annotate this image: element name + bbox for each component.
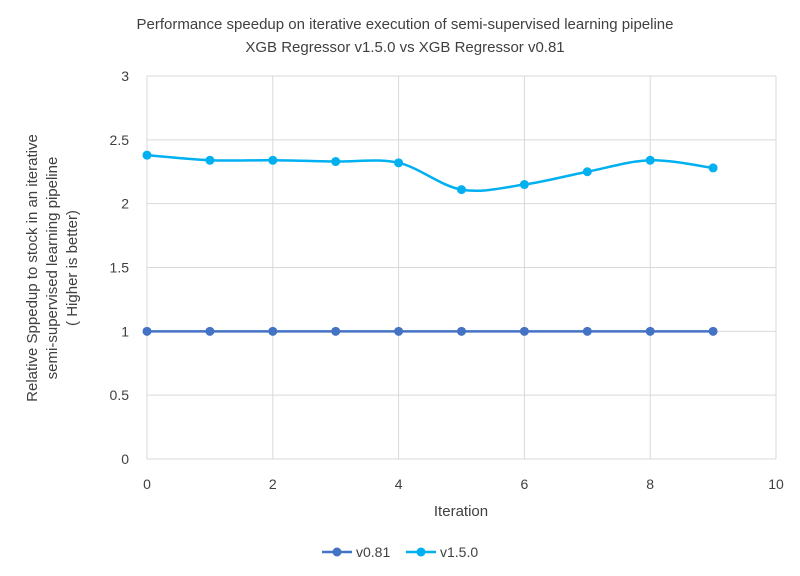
x-tick-label: 0 [143, 476, 151, 492]
legend-v081-label: v0.81 [356, 544, 390, 560]
y-tick-label: 0 [121, 451, 129, 467]
x-tick-label: 2 [269, 476, 277, 492]
series-point-v0.81 [645, 326, 655, 336]
y-tick-label: 2 [121, 196, 129, 212]
series-point-v1.5.0 [582, 167, 592, 177]
series-point-v0.81 [582, 326, 592, 336]
series-line-v1.5.0 [146, 153, 714, 193]
y-axis-label: Relative Sppedup to stock in an iterativ… [24, 134, 81, 402]
legend-v081-marker [332, 547, 342, 557]
legend-v150-label: v1.5.0 [440, 544, 478, 560]
chart-subtitle: XGB Regressor v1.5.0 vs XGB Regressor v0… [245, 39, 564, 56]
series-point-v1.5.0 [205, 155, 215, 165]
legend-v150-marker [416, 547, 426, 557]
legend: v0.81 v1.5.0 [322, 544, 478, 560]
series-point-v0.81 [394, 326, 404, 336]
tick-labels: 0 0.5 1 1.5 2 2.5 3 0 2 4 6 8 10 [110, 68, 784, 492]
series-point-v1.5.0 [519, 180, 529, 190]
y-tick-label: 1 [121, 323, 129, 339]
series-point-v0.81 [268, 326, 278, 336]
x-axis-label: Iteration [434, 503, 488, 520]
series-point-v1.5.0 [457, 185, 466, 195]
grid [146, 75, 777, 460]
y-axis-label-line-1: Relative Sppedup to stock in an iterativ… [24, 134, 41, 402]
series-point-v1.5.0 [645, 155, 655, 165]
series [142, 150, 718, 336]
series-point-v1.5.0 [331, 157, 341, 167]
y-axis-label-line-2: semi-supervised learning pipeline [44, 157, 61, 380]
series-point-v0.81 [205, 326, 215, 336]
x-tick-label: 10 [768, 476, 784, 492]
y-tick-label: 3 [121, 68, 129, 84]
y-tick-label: 0.5 [110, 387, 130, 403]
x-tick-label: 4 [395, 476, 403, 492]
x-tick-label: 8 [646, 476, 654, 492]
series-point-v1.5.0 [268, 155, 278, 165]
series-point-v0.81 [519, 326, 529, 336]
y-axis-label-line-3: ( Higher is better) [64, 210, 81, 326]
x-tick-label: 6 [521, 476, 529, 492]
series-point-v1.5.0 [708, 163, 718, 173]
series-point-v0.81 [142, 326, 152, 336]
series-point-v1.5.0 [142, 150, 152, 160]
series-point-v0.81 [708, 326, 718, 336]
chart-title: Performance speedup on iterative executi… [137, 16, 674, 33]
series-point-v0.81 [331, 326, 341, 336]
series-point-v0.81 [457, 326, 466, 336]
y-tick-label: 1.5 [110, 260, 130, 276]
y-tick-label: 2.5 [110, 132, 130, 148]
series-point-v1.5.0 [394, 158, 404, 168]
